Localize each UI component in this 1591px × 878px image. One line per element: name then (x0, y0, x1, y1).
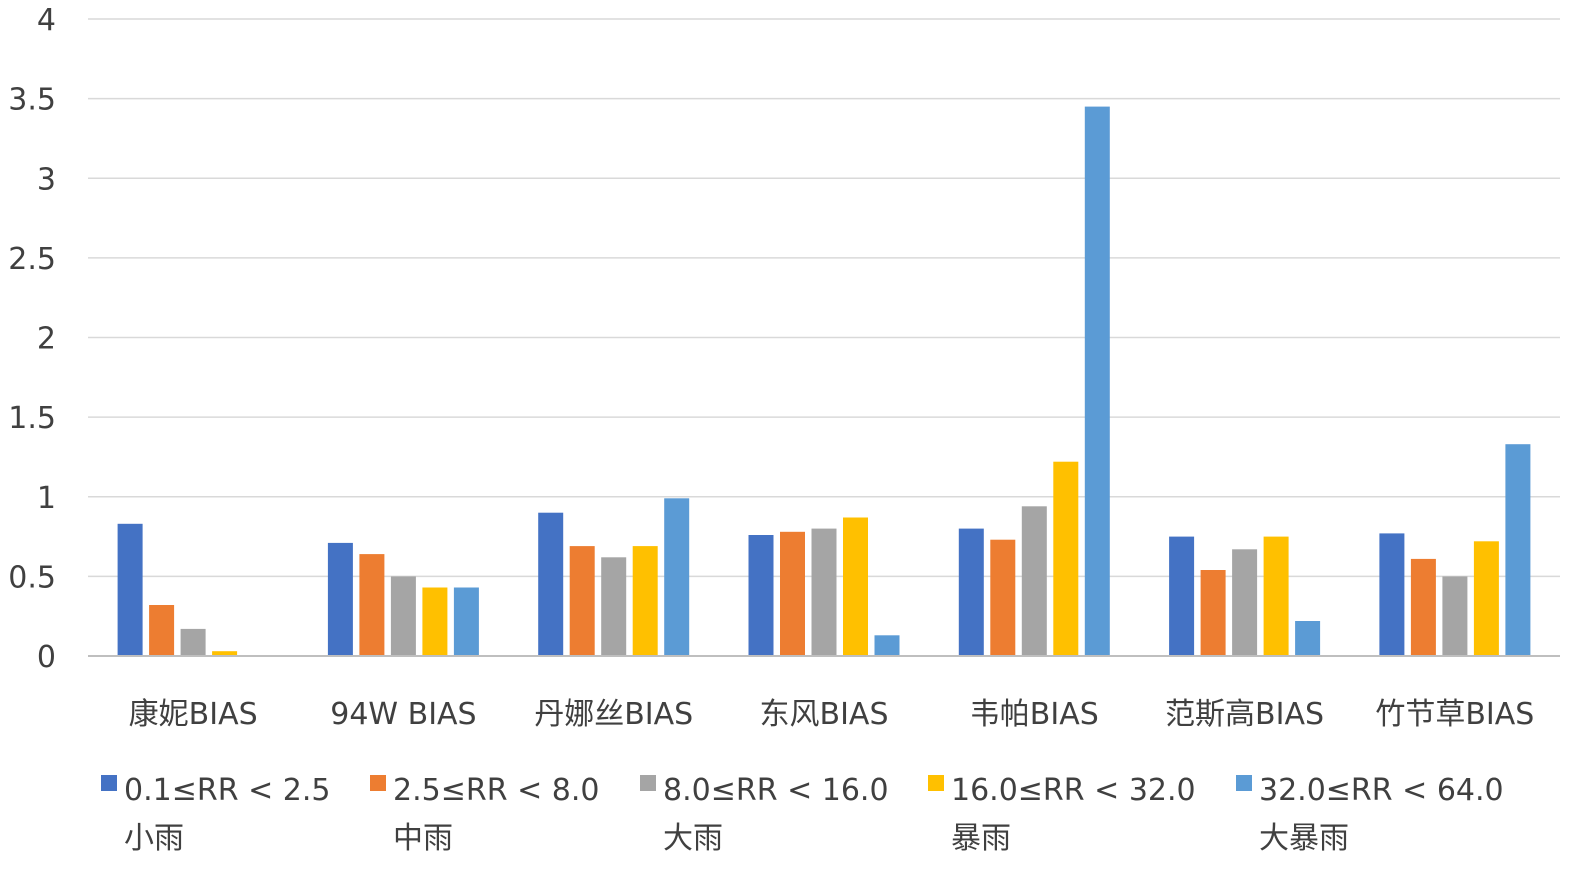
y-tick-label: 1 (37, 481, 56, 516)
legend: 0.1≤RR < 2.5 小雨 2.5≤RR < 8.0 中雨 8.0≤RR < 16.… (101, 773, 1504, 856)
bar (359, 554, 385, 656)
bar (180, 628, 206, 656)
bar (1021, 506, 1047, 656)
bar (1200, 570, 1226, 656)
x-tick-label: 范斯高BIAS (1165, 697, 1324, 732)
bar (632, 546, 658, 656)
legend-item: 8.0≤RR < 16.0 大雨 (640, 773, 889, 856)
bar (664, 498, 690, 656)
x-axis-labels: 康妮BIAS 94W BIAS 丹娜丝BIAS 东风BIAS 韦帕BIAS 范斯高BIAS… (129, 697, 1535, 732)
legend-item: 2.5≤RR < 8.0 中雨 (370, 773, 599, 856)
y-tick-label: 2.5 (8, 242, 56, 277)
legend-item: 0.1≤RR < 2.5 小雨 (101, 773, 330, 856)
bar (1263, 536, 1289, 656)
y-tick-label: 3 (37, 162, 56, 197)
bar (811, 528, 837, 656)
bar (212, 651, 238, 656)
legend-swatch (101, 775, 117, 791)
legend-label: 16.0≤RR < 32.0 暴雨 (951, 773, 1196, 856)
legend-label: 8.0≤RR < 16.0 大雨 (663, 773, 889, 856)
legend-item: 16.0≤RR < 32.0 暴雨 (928, 773, 1196, 856)
bar (569, 546, 595, 656)
y-tick-label: 0 (37, 640, 56, 675)
bar (1295, 621, 1321, 656)
bar (1505, 444, 1531, 656)
x-tick-label: 丹娜丝BIAS (534, 697, 693, 732)
x-tick-label: 94W BIAS (330, 697, 476, 732)
legend-swatch (370, 775, 386, 791)
x-tick-label: 竹节草BIAS (1375, 697, 1534, 732)
x-tick-label: 韦帕BIAS (970, 697, 1099, 732)
bar (1442, 576, 1468, 656)
bar (1232, 549, 1258, 656)
bar (601, 557, 627, 656)
y-tick-label: 2 (37, 322, 56, 357)
y-axis-ticks: 0 0.5 1 1.5 2 2.5 3 3.5 4 (8, 3, 56, 675)
y-tick-label: 4 (37, 3, 56, 38)
bar (990, 539, 1016, 656)
bar (1084, 106, 1110, 657)
bar (422, 587, 448, 656)
bar (1053, 461, 1079, 656)
gridlines (88, 18, 1560, 578)
bar (958, 528, 984, 656)
bar (1410, 558, 1436, 656)
bar (1473, 541, 1499, 656)
legend-swatch (640, 775, 656, 791)
bar (1169, 536, 1195, 656)
legend-label: 0.1≤RR < 2.5 小雨 (124, 773, 330, 856)
y-tick-label: 3.5 (8, 83, 56, 118)
bar (874, 635, 900, 656)
bar (390, 576, 416, 656)
bar (780, 531, 805, 656)
legend-swatch (928, 775, 944, 791)
bar (1379, 533, 1405, 656)
x-tick-label: 东风BIAS (760, 697, 889, 732)
bar (843, 517, 868, 656)
legend-item: 32.0≤RR < 64.0 大暴雨 (1236, 773, 1504, 856)
bar (149, 605, 175, 656)
x-tick-label: 康妮BIAS (129, 697, 258, 732)
bar (748, 535, 774, 656)
bars (117, 106, 1531, 657)
legend-label: 32.0≤RR < 64.0 大暴雨 (1259, 773, 1504, 856)
legend-label: 2.5≤RR < 8.0 中雨 (393, 773, 599, 856)
bar (117, 523, 143, 656)
y-tick-label: 0.5 (8, 560, 56, 595)
bar (327, 542, 353, 656)
y-tick-label: 1.5 (8, 401, 56, 436)
bar (453, 587, 479, 656)
bar (538, 512, 564, 656)
legend-swatch (1236, 775, 1252, 791)
